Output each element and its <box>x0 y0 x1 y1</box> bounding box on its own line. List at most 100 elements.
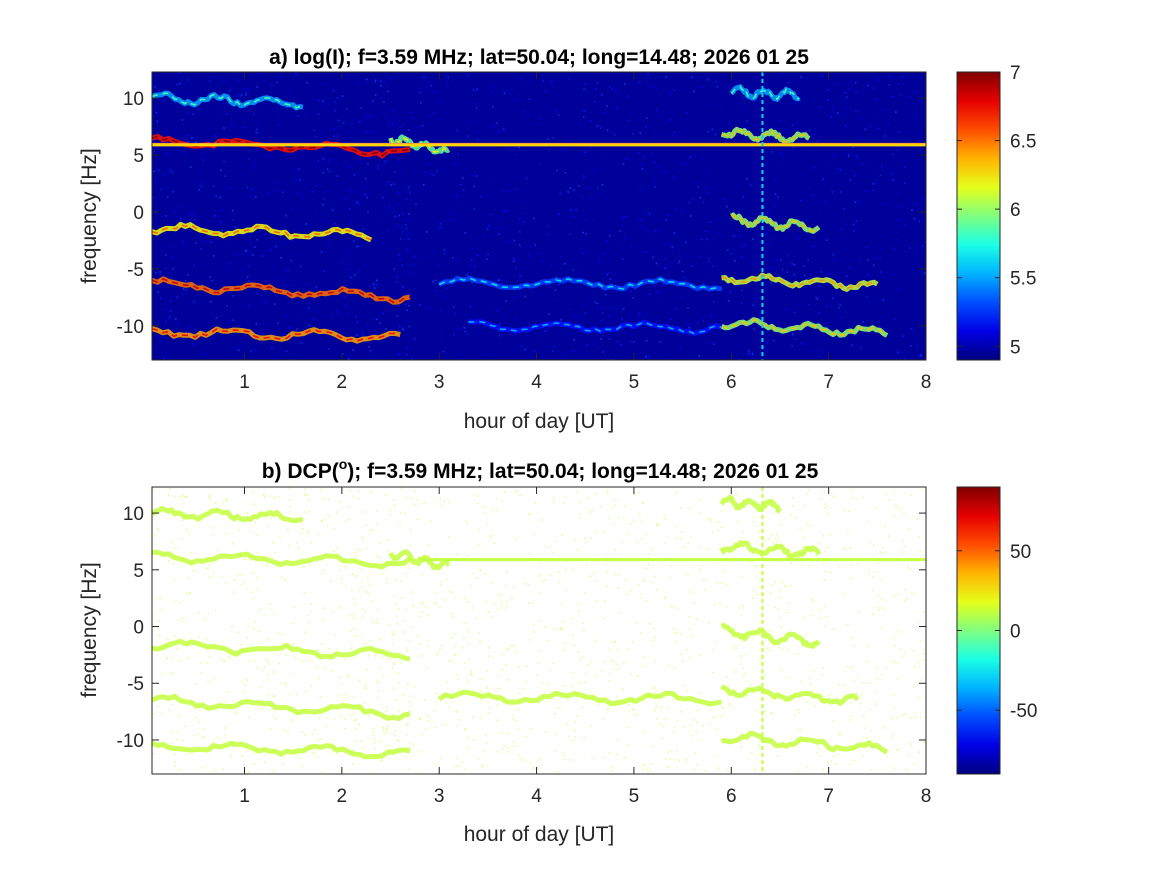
noise-speck <box>484 512 487 515</box>
noise-speck <box>497 675 499 678</box>
noise-speck <box>813 670 816 673</box>
noise-speck <box>544 330 547 333</box>
noise-speck <box>382 196 384 199</box>
noise-speck <box>579 659 581 661</box>
noise-speck <box>514 297 516 299</box>
noise-speck <box>333 101 336 103</box>
noise-speck <box>624 236 626 239</box>
noise-speck <box>600 505 602 508</box>
noise-speck <box>854 81 857 84</box>
noise-speck <box>819 755 822 757</box>
noise-speck <box>549 295 551 297</box>
noise-speck <box>386 728 388 731</box>
noise-speck <box>370 131 373 134</box>
noise-speck <box>420 603 423 605</box>
noise-speck <box>686 648 688 651</box>
noise-speck <box>746 120 749 122</box>
noise-speck <box>187 273 189 276</box>
noise-speck <box>863 715 865 717</box>
noise-speck <box>176 648 179 650</box>
noise-speck <box>845 285 847 287</box>
noise-speck <box>703 168 706 171</box>
noise-speck <box>442 220 445 222</box>
noise-speck <box>484 506 487 508</box>
noise-speck <box>729 705 731 707</box>
noise-speck <box>706 548 709 550</box>
noise-speck <box>236 712 238 715</box>
noise-speck <box>785 308 787 311</box>
noise-speck <box>836 753 838 756</box>
noise-speck <box>172 190 174 193</box>
noise-speck <box>596 307 599 310</box>
noise-speck <box>645 126 647 128</box>
noise-speck <box>307 530 310 532</box>
noise-speck <box>611 506 614 509</box>
noise-speck <box>315 286 318 288</box>
noise-speck <box>389 247 391 249</box>
noise-speck <box>453 163 455 166</box>
noise-speck <box>353 174 356 176</box>
noise-speck <box>882 276 885 278</box>
noise-speck <box>327 348 330 350</box>
noise-speck <box>254 521 256 524</box>
noise-speck <box>251 591 253 594</box>
noise-speck <box>218 91 221 93</box>
noise-speck <box>506 132 509 134</box>
noise-speck <box>474 266 476 268</box>
noise-speck <box>549 574 552 576</box>
noise-speck <box>543 103 545 105</box>
noise-speck <box>604 600 606 602</box>
noise-speck <box>697 186 699 188</box>
noise-speck <box>260 685 263 688</box>
noise-speck <box>677 607 679 610</box>
noise-speck <box>552 85 555 87</box>
noise-speck <box>225 499 228 501</box>
noise-speck <box>284 578 287 581</box>
noise-speck <box>421 125 424 127</box>
noise-speck <box>664 133 667 136</box>
noise-speck <box>879 174 882 177</box>
noise-speck <box>572 350 575 352</box>
noise-speck <box>728 105 730 107</box>
noise-speck <box>242 691 245 694</box>
noise-speck <box>639 513 641 515</box>
noise-speck <box>510 93 512 95</box>
noise-speck <box>469 584 472 587</box>
noise-speck <box>528 513 531 515</box>
noise-speck <box>560 629 563 631</box>
noise-speck <box>802 79 804 81</box>
noise-speck <box>505 300 507 302</box>
noise-speck <box>827 512 829 515</box>
noise-speck <box>162 194 164 196</box>
noise-speck <box>683 276 686 279</box>
noise-speck <box>325 725 327 727</box>
noise-speck <box>208 564 211 567</box>
noise-speck <box>336 511 339 513</box>
noise-speck <box>671 606 673 609</box>
noise-speck <box>256 170 258 172</box>
noise-speck <box>823 605 826 607</box>
noise-speck <box>307 532 309 535</box>
noise-speck <box>168 709 170 711</box>
noise-speck <box>154 105 156 108</box>
noise-speck <box>195 341 198 343</box>
noise-speck <box>649 769 652 772</box>
noise-speck <box>317 99 320 102</box>
noise-speck <box>532 768 534 770</box>
noise-speck <box>614 89 617 92</box>
noise-speck <box>468 643 470 645</box>
noise-speck <box>498 130 501 133</box>
noise-speck <box>351 573 354 575</box>
noise-speck <box>325 124 328 126</box>
noise-speck <box>518 173 521 176</box>
noise-speck <box>744 243 746 246</box>
noise-speck <box>211 576 214 579</box>
noise-speck <box>399 126 402 129</box>
noise-speck <box>263 493 265 495</box>
noise-speck <box>654 229 657 232</box>
noise-speck <box>740 614 742 617</box>
noise-speck <box>678 260 681 262</box>
noise-speck <box>158 169 160 172</box>
noise-speck <box>503 190 505 192</box>
noise-speck <box>875 98 878 100</box>
